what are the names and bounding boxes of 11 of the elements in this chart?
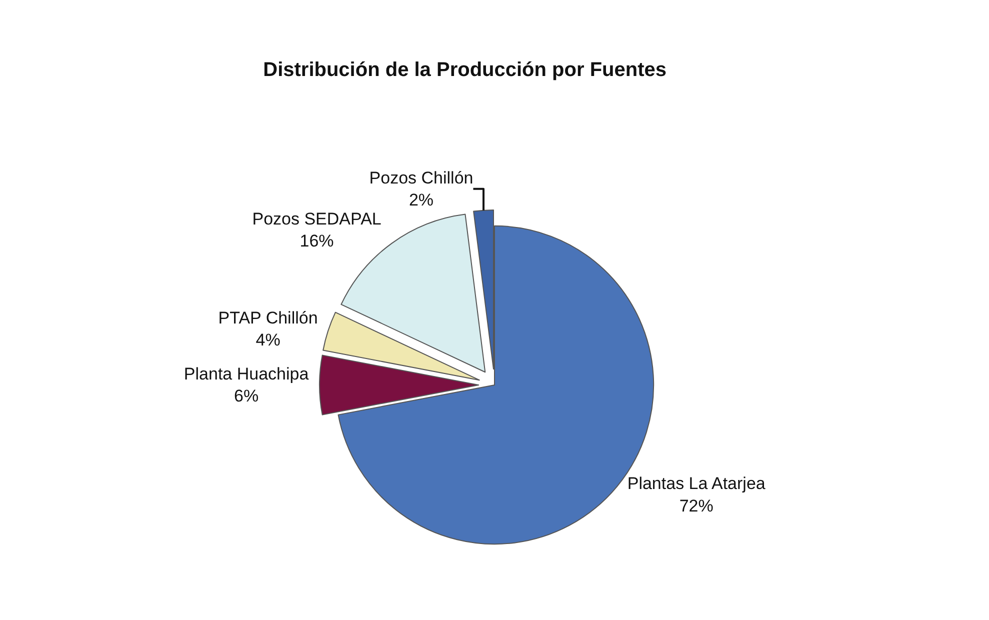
- data-label: 72%: [679, 496, 714, 516]
- data-label: 4%: [256, 330, 280, 350]
- slice-label: PTAP Chillón: [218, 308, 318, 328]
- slice-label: Planta Huachipa: [184, 364, 310, 384]
- slice-label: Pozos SEDAPAL: [252, 209, 382, 228]
- chart-title: Distribución de la Producción por Fuentes: [263, 59, 667, 81]
- data-label: 6%: [234, 386, 259, 406]
- data-label: 16%: [300, 232, 334, 251]
- slice-label: Plantas La Atarjea: [627, 474, 766, 494]
- data-label: 2%: [408, 190, 434, 210]
- slice-label: Pozos Chillón: [369, 168, 474, 188]
